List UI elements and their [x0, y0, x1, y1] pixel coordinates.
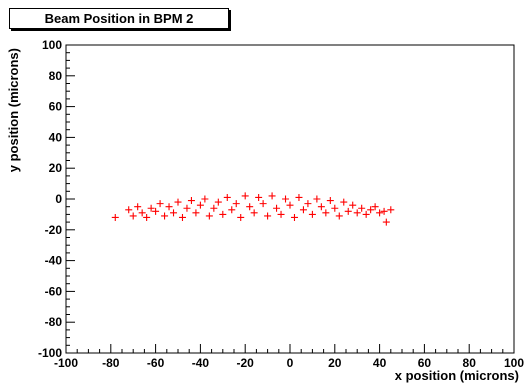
- y-tick-label: 20: [49, 161, 63, 175]
- data-point: [156, 200, 164, 208]
- data-point: [290, 213, 298, 221]
- y-axis-label: y position (microns): [6, 48, 21, 172]
- data-point: [201, 195, 209, 203]
- data-point: [382, 218, 390, 226]
- y-tick-label: -60: [45, 284, 63, 298]
- data-point: [138, 209, 146, 217]
- data-point: [125, 206, 133, 214]
- x-tick-label: 20: [328, 356, 342, 370]
- y-tick-label: -100: [38, 346, 62, 360]
- y-tick-label: 60: [49, 100, 63, 114]
- data-point: [255, 193, 263, 201]
- data-point: [353, 209, 361, 217]
- data-point: [380, 207, 388, 215]
- data-point: [192, 209, 200, 217]
- y-tick-label: 80: [49, 69, 63, 83]
- data-point: [335, 212, 343, 220]
- data-point: [264, 212, 272, 220]
- data-point: [183, 204, 191, 212]
- x-tick-label: 80: [463, 356, 477, 370]
- x-tick-label: -80: [102, 356, 120, 370]
- data-point: [304, 200, 312, 208]
- data-point: [241, 192, 249, 200]
- data-point: [196, 201, 204, 209]
- x-tick-label: -100: [54, 356, 78, 370]
- data-point: [250, 209, 258, 217]
- data-point: [317, 203, 325, 211]
- data-point: [299, 206, 307, 214]
- data-point: [111, 213, 119, 221]
- chart-title: Beam Position in BPM 2: [9, 8, 229, 29]
- data-point: [152, 207, 160, 215]
- y-tick-label: -80: [45, 315, 63, 329]
- data-point: [286, 201, 294, 209]
- data-point: [165, 203, 173, 211]
- plot-frame: [65, 44, 515, 354]
- x-tick-label: 100: [504, 356, 524, 370]
- data-point: [210, 204, 218, 212]
- y-tick-label: 100: [42, 38, 62, 52]
- data-point: [367, 206, 375, 214]
- data-point: [277, 210, 285, 218]
- data-point: [134, 203, 142, 211]
- data-point: [147, 204, 155, 212]
- data-point: [214, 198, 222, 206]
- x-tick-label: -60: [147, 356, 165, 370]
- y-tick-label: -40: [45, 254, 63, 268]
- data-point: [340, 198, 348, 206]
- data-point: [376, 209, 384, 217]
- data-point: [331, 204, 339, 212]
- data-point: [232, 200, 240, 208]
- x-tick-label: -20: [237, 356, 255, 370]
- data-point: [129, 212, 137, 220]
- x-axis-label: x position (microns): [395, 368, 519, 383]
- data-point: [237, 213, 245, 221]
- data-point: [387, 206, 395, 214]
- data-point: [174, 198, 182, 206]
- data-point: [268, 192, 276, 200]
- data-point: [273, 204, 281, 212]
- x-tick-label: 0: [287, 356, 294, 370]
- x-tick-label: 40: [373, 356, 387, 370]
- data-point: [358, 204, 366, 212]
- data-point: [246, 203, 254, 211]
- data-point: [362, 210, 370, 218]
- data-point: [308, 210, 316, 218]
- data-point: [322, 209, 330, 217]
- y-tick-label: -20: [45, 223, 63, 237]
- data-point: [326, 197, 334, 205]
- data-point: [205, 212, 213, 220]
- y-tick-label: 40: [49, 130, 63, 144]
- data-point: [228, 206, 236, 214]
- data-point: [371, 203, 379, 211]
- data-point: [282, 195, 290, 203]
- data-point: [295, 193, 303, 201]
- data-point: [143, 213, 151, 221]
- data-point: [178, 213, 186, 221]
- data-point: [344, 207, 352, 215]
- data-point: [219, 210, 227, 218]
- data-point: [313, 195, 321, 203]
- y-tick-label: 0: [55, 192, 62, 206]
- data-point: [259, 200, 267, 208]
- data-point: [161, 212, 169, 220]
- x-tick-label: 60: [418, 356, 432, 370]
- data-point: [349, 201, 357, 209]
- x-tick-label: -40: [192, 356, 210, 370]
- data-point: [187, 197, 195, 205]
- data-point: [170, 209, 178, 217]
- data-point: [223, 193, 231, 201]
